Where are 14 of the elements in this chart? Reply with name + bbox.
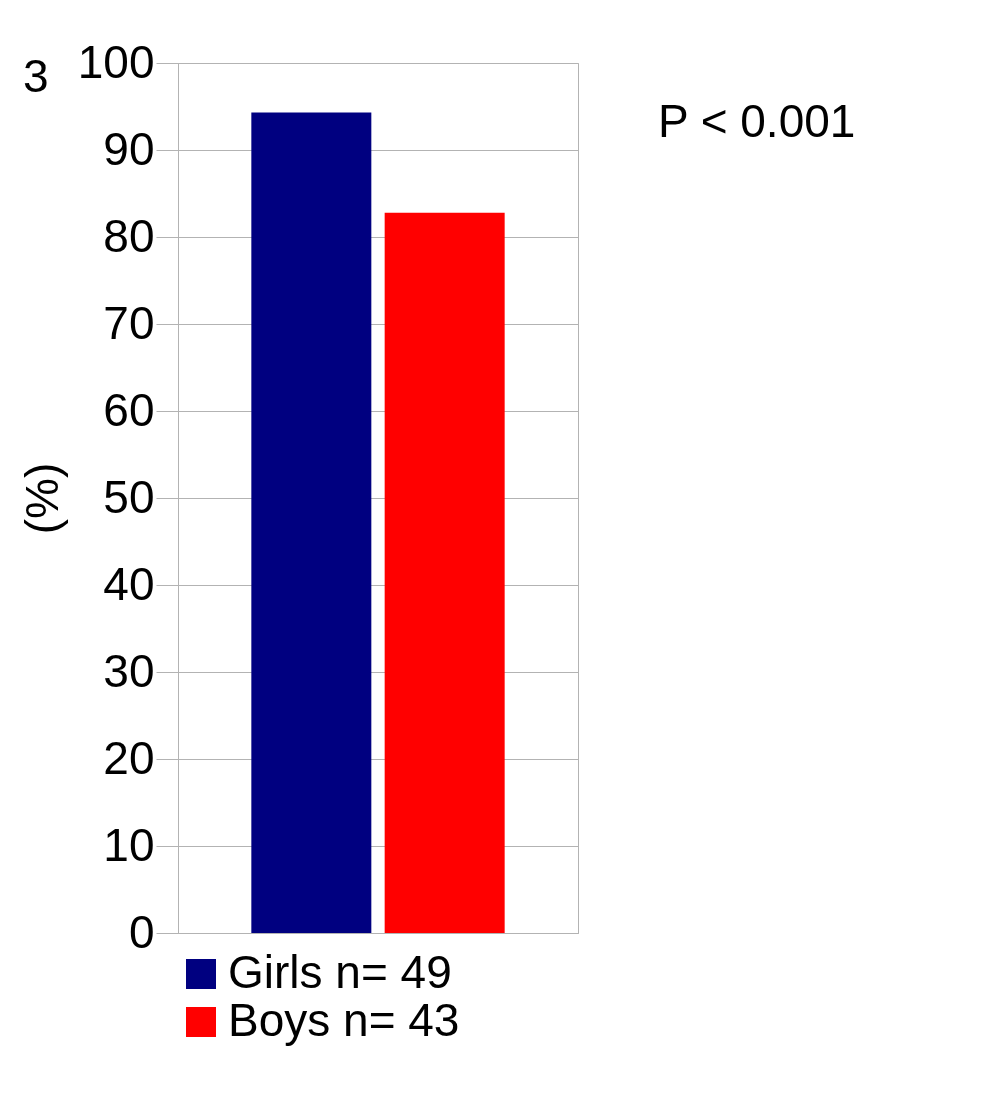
- y-axis-title: (%): [15, 462, 68, 535]
- y-tick-label: 70: [103, 296, 155, 349]
- y-tick-label: 90: [103, 122, 155, 175]
- y-tick-label: 50: [103, 470, 155, 523]
- text: 3: [23, 50, 49, 102]
- y-tick-label: 30: [103, 644, 155, 697]
- y-tick-label: 40: [103, 557, 155, 610]
- y-tick-label: 60: [103, 383, 155, 436]
- text: P < 0.001: [658, 95, 856, 147]
- y-tick-label: 10: [103, 818, 155, 871]
- y-tick-label: 80: [103, 209, 155, 262]
- y-tick-label: 100: [77, 35, 155, 88]
- y-tick-label: 20: [103, 731, 155, 784]
- y-tick-label: 0: [128, 905, 155, 958]
